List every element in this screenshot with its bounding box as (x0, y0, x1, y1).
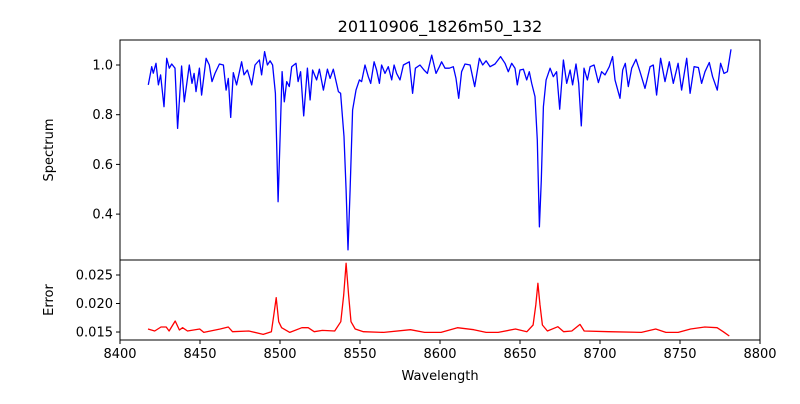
x-axis-label: Wavelength (401, 369, 478, 384)
x-tick-label: 8600 (423, 347, 456, 362)
y-tick-label: 0.6 (92, 158, 113, 173)
spectrum-line (147, 49, 732, 251)
y-tick-label: 0.4 (92, 208, 113, 223)
x-tick-label: 8550 (343, 347, 376, 362)
y-tick-label: 0.025 (76, 268, 113, 283)
y-tick-label: 0.020 (76, 297, 113, 312)
error-plot: 0.015 0.020 0.025 8400 8450 8500 8550 8600 8650 8… (76, 259, 777, 362)
y-tick-label: 1.0 (92, 58, 113, 73)
error-line (147, 262, 730, 337)
y-axis-label-error: Error (42, 284, 57, 316)
x-tick-label: 8450 (183, 347, 216, 362)
x-tick-label: 8700 (583, 347, 616, 362)
x-tick-label: 8400 (103, 347, 136, 362)
y-tick-label: 0.015 (76, 326, 113, 341)
x-tick-label: 8650 (503, 347, 536, 362)
y-tick-label: 0.8 (92, 108, 113, 123)
chart-title: 20110906_1826m50_132 (338, 17, 543, 37)
x-tick-label: 8500 (263, 347, 296, 362)
x-tick-label: 8800 (743, 347, 776, 362)
y-axis-label-spectrum: Spectrum (42, 119, 57, 182)
x-tick-label: 8750 (663, 347, 696, 362)
